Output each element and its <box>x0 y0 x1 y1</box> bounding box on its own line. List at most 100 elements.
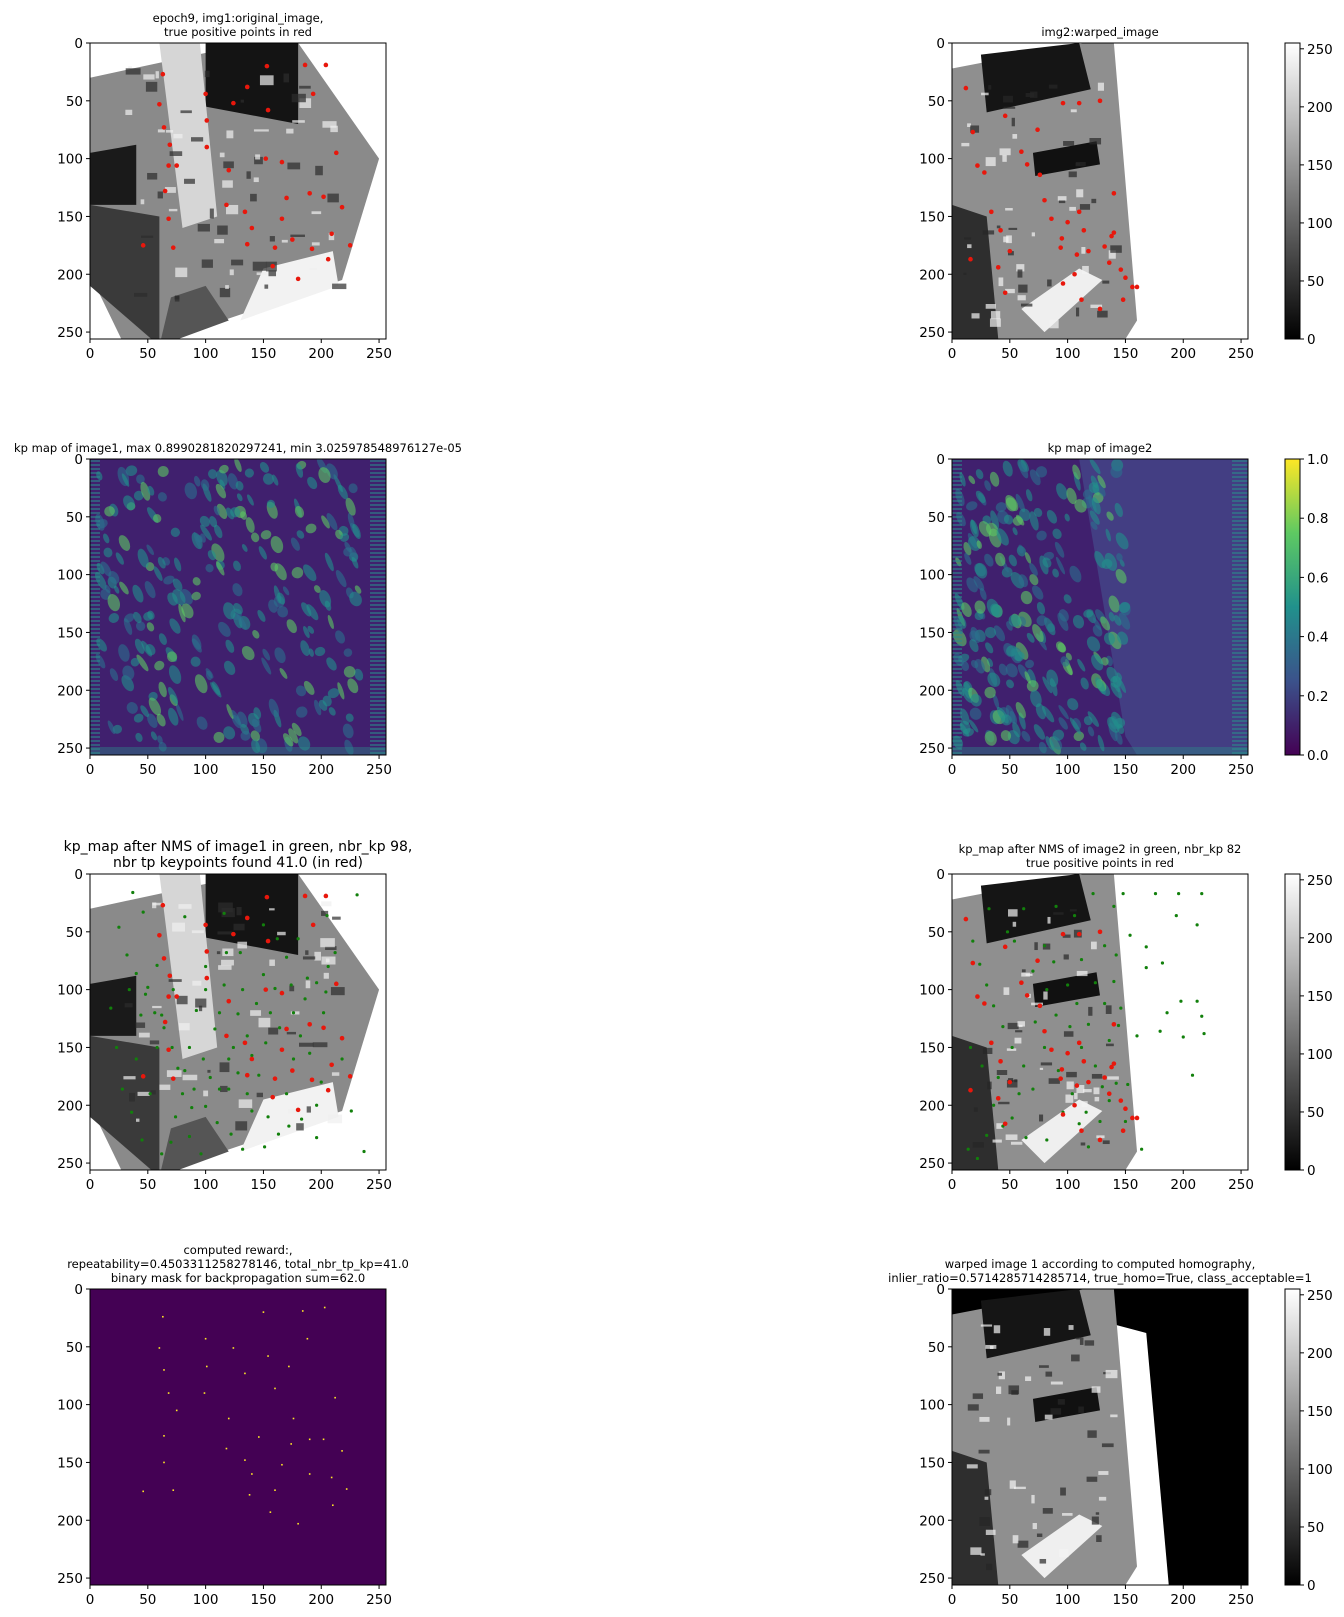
point-p5-0-10 <box>192 1087 196 1091</box>
point-p5-0-81 <box>245 1092 249 1096</box>
title-p5-line-0: kp_map after NMS of image1 in green, nbr… <box>64 839 413 855</box>
point-p6-0-17 <box>1135 1034 1139 1038</box>
xtick-p3-4: 200 <box>308 762 334 778</box>
point-p2-0-15 <box>1049 216 1054 222</box>
point-p6-0-47 <box>1093 1064 1097 1068</box>
point-p5-1-16 <box>310 922 316 928</box>
point-p6-1-1 <box>970 960 976 966</box>
point-p1-0-31 <box>244 241 250 247</box>
point-p5-0-76 <box>213 1027 217 1031</box>
point-p6-0-54 <box>985 983 989 987</box>
point-p2-0-35 <box>1120 297 1126 302</box>
colorbar-tick-p8-4: 200 <box>1307 1346 1333 1362</box>
mask-point-24 <box>297 1522 299 1525</box>
point-p6-1-0 <box>963 916 969 922</box>
colorbar-tick-p2-0: 0 <box>1307 332 1316 348</box>
ytick-p3-4: 200 <box>57 683 83 699</box>
ytick-p4-4: 200 <box>919 683 945 699</box>
point-p6-0-70 <box>1079 957 1084 962</box>
point-p5-0-94 <box>146 985 150 989</box>
point-p5-0-4 <box>134 971 138 976</box>
point-p5-0-66 <box>250 1109 254 1113</box>
title-p7-line-0: computed reward:, <box>183 1243 292 1257</box>
point-p1-0-38 <box>290 237 295 242</box>
xtick-p2-0: 0 <box>948 346 957 362</box>
point-p6-0-71 <box>1093 981 1097 985</box>
point-p6-1-11 <box>1019 980 1024 985</box>
axes-frame-p4 <box>951 458 1249 756</box>
point-p5-0-24 <box>333 951 337 955</box>
point-p6-0-4 <box>1200 892 1204 896</box>
point-p5-0-69 <box>284 955 289 959</box>
series-p6-0 <box>966 892 1206 1161</box>
point-p5-0-89 <box>227 1057 231 1061</box>
point-p6-0-7 <box>1112 904 1116 908</box>
colorbar-tick-p6-1: 50 <box>1307 1105 1324 1121</box>
point-p5-0-6 <box>153 1011 157 1015</box>
mask-point-38 <box>227 1417 230 1420</box>
title-p3-line-0: kp map of image1, max 0.8990281820297241… <box>14 441 462 455</box>
colorbar-tick-p4-5: 1.0 <box>1307 452 1328 468</box>
xtick-p3-0: 0 <box>86 762 95 778</box>
point-p2-0-28 <box>1060 100 1066 106</box>
point-p6-0-10 <box>1114 953 1118 957</box>
point-p5-1-10 <box>244 915 250 921</box>
point-p2-0-34 <box>1097 306 1103 312</box>
point-p2-0-7 <box>995 265 1001 270</box>
point-p6-1-39 <box>1065 1050 1070 1056</box>
point-p5-0-15 <box>262 1145 267 1149</box>
point-p6-1-9 <box>968 1087 973 1093</box>
point-p5-0-45 <box>303 997 307 1001</box>
point-p1-0-10 <box>244 84 250 90</box>
mask-point-21 <box>330 1476 333 1479</box>
mask-point-16 <box>323 1306 326 1309</box>
point-p2-0-31 <box>1111 191 1117 196</box>
colorbar-p2: 0 50 100 150 200 250 <box>1284 42 1333 348</box>
xtick-p8-5: 250 <box>1228 1592 1254 1608</box>
ytick-p7-4: 200 <box>57 1513 83 1529</box>
point-p2-0-38 <box>1058 245 1063 250</box>
point-p2-0-36 <box>1106 260 1112 265</box>
point-p5-0-97 <box>315 1103 319 1107</box>
xtick-p5-4: 200 <box>308 1177 334 1193</box>
series-p2-0 <box>963 85 1140 312</box>
point-p5-1-25 <box>295 1107 301 1113</box>
point-p2-0-5 <box>998 228 1003 233</box>
point-p6-0-34 <box>1024 1136 1028 1140</box>
mask-point-11 <box>267 1355 269 1357</box>
ytick-p2-1: 50 <box>928 94 945 110</box>
point-p5-1-33 <box>170 1076 176 1081</box>
point-p5-0-88 <box>245 1034 249 1038</box>
mask-point-0 <box>162 1315 164 1318</box>
point-p5-0-84 <box>217 1011 222 1015</box>
point-p5-0-83 <box>201 1057 205 1061</box>
ytick-p1-1: 50 <box>66 94 83 110</box>
panel-p1: 0 0 50 50 100 100 150 150 200 200 250 250 epoch9, im… <box>57 11 392 362</box>
ytick-p5-4: 200 <box>57 1098 83 1114</box>
point-p2-0-6 <box>1007 248 1013 254</box>
title-p5-line-1: nbr tp keypoints found 41.0 (in red) <box>113 855 363 871</box>
point-p2-0-33 <box>1079 297 1084 302</box>
colorbar-tick-p4-1: 0.2 <box>1307 689 1328 705</box>
point-p6-0-22 <box>1202 1031 1206 1036</box>
mask-point-36 <box>274 1489 276 1491</box>
point-p6-0-69 <box>1052 960 1056 964</box>
point-p5-1-35 <box>166 1047 171 1053</box>
point-p5-0-63 <box>319 1080 323 1084</box>
point-p6-0-57 <box>987 907 991 911</box>
point-p6-1-5 <box>998 1059 1003 1064</box>
mask-point-20 <box>345 1488 348 1490</box>
colorbar-tick-p6-2: 100 <box>1307 1047 1333 1063</box>
xtick-p1-0: 0 <box>86 346 95 362</box>
mask-point-31 <box>142 1490 144 1493</box>
colorbar-tick-p2-1: 50 <box>1307 274 1324 290</box>
xtick-p8-0: 0 <box>948 1592 957 1608</box>
ytick-p4-3: 150 <box>919 625 945 641</box>
point-p5-0-50 <box>236 1012 240 1016</box>
point-p6-0-50 <box>1022 1064 1026 1068</box>
point-p5-0-3 <box>125 953 129 957</box>
point-p6-0-75 <box>1075 1001 1079 1006</box>
colorbar-tick-p6-4: 200 <box>1307 931 1333 947</box>
xtick-p6-4: 200 <box>1170 1177 1196 1193</box>
